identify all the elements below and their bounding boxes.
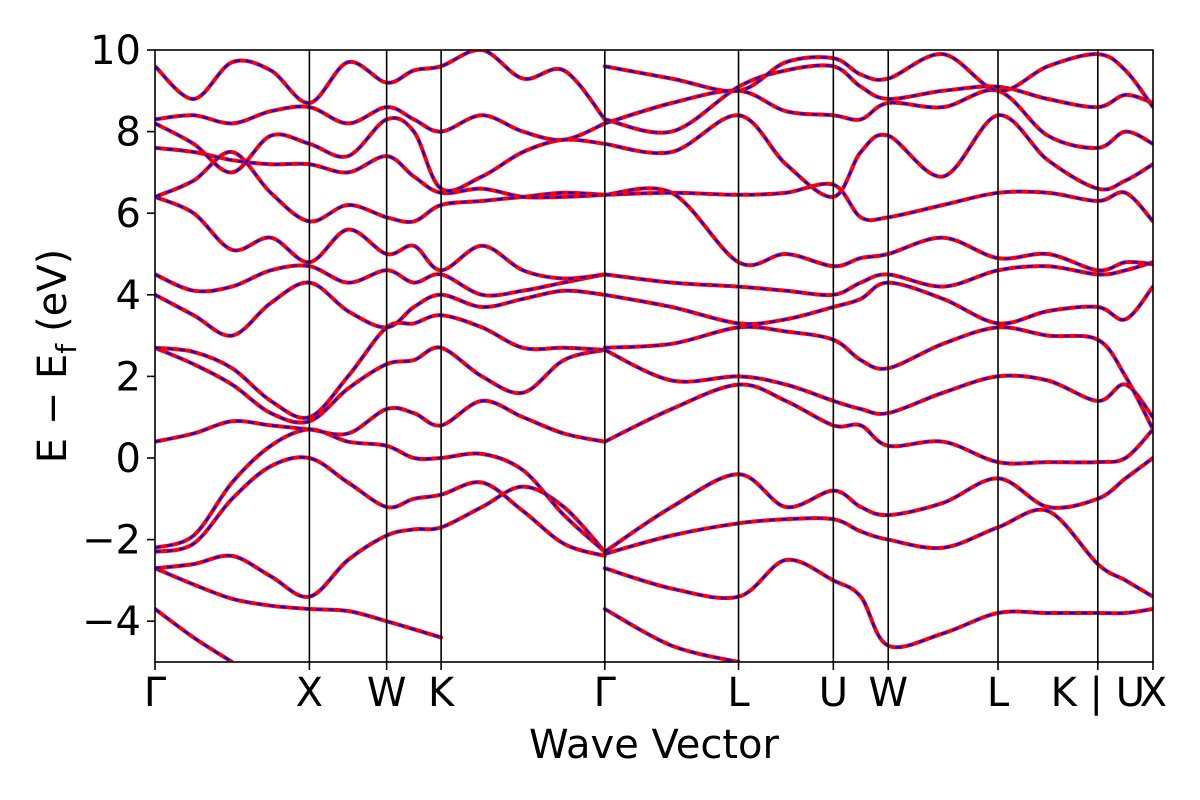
band-line-wannier-9 — [155, 263, 607, 298]
x-tick-label-4: Γ — [594, 670, 617, 716]
y-tick-label-4: 4 — [116, 273, 141, 319]
y-tick-label-1: −2 — [82, 518, 141, 564]
band-line-dft-12 — [155, 146, 605, 199]
band-line-wannier-11 — [155, 149, 607, 224]
x-tick-label-6: U — [819, 670, 848, 716]
band-line-wannier-0 — [155, 607, 235, 662]
band-line-dft-18 — [604, 508, 1153, 598]
band-line-wannier-5 — [155, 398, 607, 444]
band-line-wannier-16 — [602, 607, 741, 662]
y-tick-label-2: 0 — [116, 436, 141, 482]
x-tick-label-5: L — [727, 670, 750, 716]
x-tick-label-7: W — [868, 670, 908, 716]
band-line-dft-25 — [604, 187, 1153, 272]
band-line-dft-6 — [155, 346, 606, 424]
band-line-dft-20 — [604, 383, 1153, 465]
band-line-dft-24 — [604, 261, 1153, 297]
band-line-dft-11 — [155, 150, 605, 224]
band-line-wannier-25 — [602, 186, 1153, 273]
band-line-dft-8 — [155, 281, 605, 337]
y-axis-label-subscript: f — [50, 343, 83, 354]
band-line-dft-13 — [155, 116, 605, 192]
band-line-wannier-21 — [602, 347, 1153, 420]
band-line-wannier-24 — [602, 260, 1153, 298]
y-tick-label-7: 10 — [90, 28, 141, 74]
band-line-dft-23 — [604, 281, 1153, 326]
band-lines — [155, 50, 1153, 662]
band-line-dft-4 — [155, 428, 606, 553]
band-line-wannier-27 — [602, 113, 1153, 199]
y-tick-label-0: −4 — [82, 599, 141, 645]
band-line-dft-16 — [604, 608, 739, 662]
plot-frame — [154, 49, 1154, 663]
y-tick-label-6: 8 — [116, 110, 141, 156]
band-line-dft-1 — [155, 567, 442, 639]
band-line-wannier-20 — [602, 382, 1153, 466]
x-tick-label-1: X — [296, 670, 323, 716]
band-line-dft-17 — [604, 558, 1153, 649]
band-line-dft-3 — [155, 456, 606, 557]
band-line-dft-27 — [604, 114, 1153, 199]
y-axis-ticks: −4 −2 0 2 4 6 8 10 — [82, 28, 155, 645]
x-tick-label-8: L — [987, 670, 1010, 716]
x-tick-label-2: W — [367, 670, 407, 716]
x-tick-label-3: K — [428, 670, 456, 716]
x-tick-label-9: K | U — [1051, 670, 1145, 716]
x-tick-label-10: X — [1140, 670, 1167, 716]
band-line-wannier-18 — [602, 507, 1153, 599]
y-axis-label: E − Ef (eV) — [30, 249, 83, 464]
band-line-dft-10 — [155, 195, 605, 280]
band-line-wannier-23 — [602, 280, 1153, 326]
y-tick-label-5: 6 — [116, 191, 141, 237]
y-axis-label-main: E − E — [30, 354, 76, 464]
y-axis-label-unit: (eV) — [30, 249, 76, 332]
high-symmetry-lines — [308, 50, 1099, 662]
x-tick-label-0: Γ — [144, 670, 167, 716]
band-line-wannier-10 — [155, 194, 607, 281]
y-tick-label-3: 2 — [116, 354, 141, 400]
band-line-wannier-1 — [155, 566, 444, 640]
x-axis-label: Wave Vector — [529, 722, 780, 768]
